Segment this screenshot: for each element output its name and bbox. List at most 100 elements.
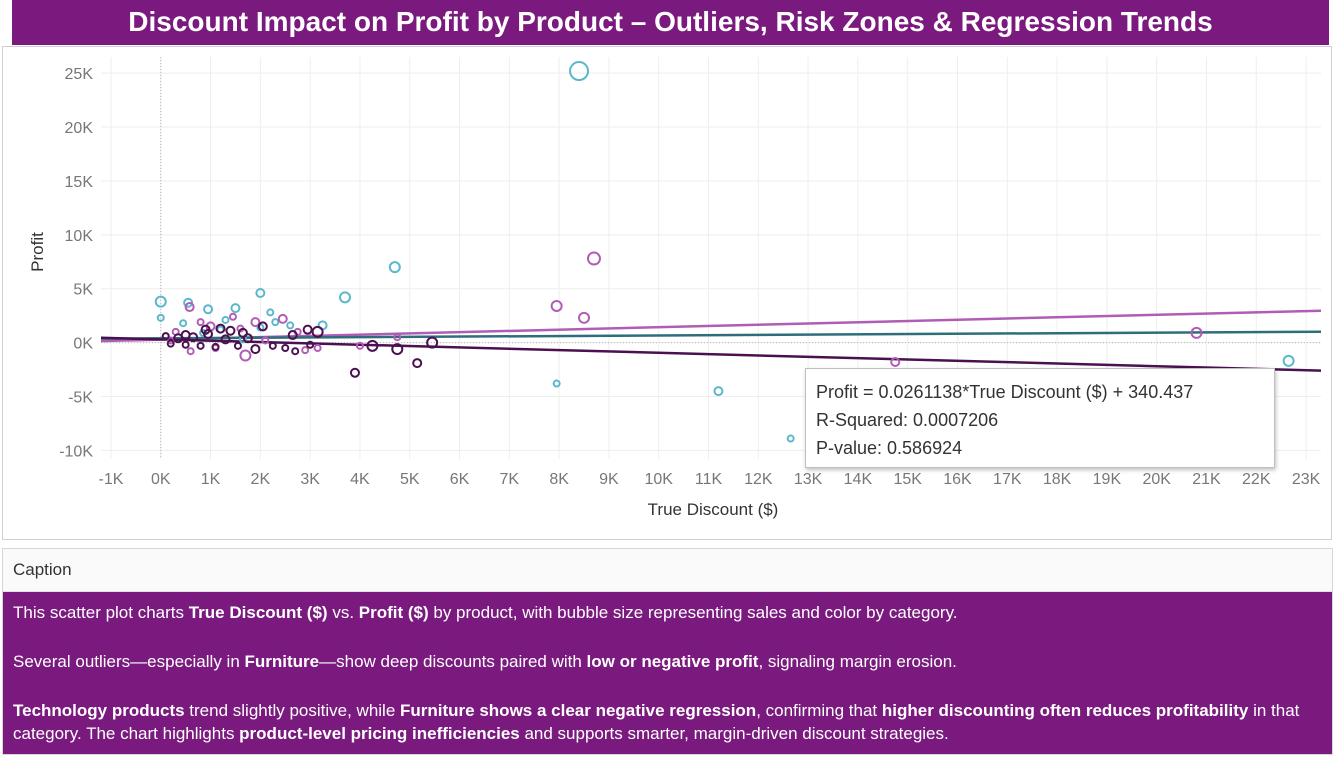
- caption-text-segment: , confirming that: [756, 701, 882, 720]
- x-tick-label: 23K: [1292, 471, 1321, 488]
- caption-text-segment: , signaling margin erosion.: [758, 652, 957, 671]
- data-point[interactable]: [221, 315, 230, 324]
- data-point[interactable]: [306, 340, 315, 349]
- data-point[interactable]: [1190, 326, 1203, 339]
- data-point[interactable]: [412, 358, 423, 369]
- data-point[interactable]: [211, 342, 220, 351]
- data-point[interactable]: [426, 336, 439, 349]
- x-tick-label: 12K: [744, 471, 773, 488]
- caption-text-segment: —show deep discounts paired with: [319, 652, 587, 671]
- data-point[interactable]: [220, 334, 231, 345]
- data-point[interactable]: [239, 349, 252, 362]
- x-tick-label: 16K: [943, 471, 972, 488]
- data-point[interactable]: [250, 344, 261, 355]
- data-point[interactable]: [237, 327, 248, 338]
- data-point[interactable]: [196, 318, 205, 327]
- data-point[interactable]: [179, 319, 188, 328]
- data-point[interactable]: [261, 336, 270, 345]
- data-point[interactable]: [339, 291, 351, 304]
- data-point[interactable]: [225, 325, 236, 336]
- data-point[interactable]: [277, 313, 288, 324]
- regression-tooltip: Profit = 0.0261138*True Discount ($) + 3…: [805, 368, 1275, 468]
- data-point[interactable]: [200, 324, 211, 335]
- data-point[interactable]: [161, 332, 170, 341]
- x-tick-label: 10K: [644, 471, 673, 488]
- data-point[interactable]: [786, 434, 795, 443]
- y-tick-labels: -10K -5K 0K 5K 10K 15K 20K 25K: [59, 66, 93, 460]
- dashboard-title: Discount Impact on Profit by Product – O…: [12, 0, 1329, 45]
- data-point[interactable]: [230, 303, 241, 314]
- data-point[interactable]: [393, 333, 402, 342]
- scatter-chart[interactable]: -1K 0K 1K 2K 3K 4K 5K 6K 7K 8K 9K 10K 11K 12K 13K 14K 15…: [3, 47, 1331, 539]
- caption-text-segment: higher discounting often reduces profita…: [881, 701, 1249, 720]
- data-point[interactable]: [271, 318, 280, 327]
- x-tick-label: 18K: [1043, 471, 1072, 488]
- data-point[interactable]: [890, 357, 901, 368]
- data-point[interactable]: [286, 321, 295, 330]
- data-points[interactable]: [154, 61, 1295, 443]
- data-point[interactable]: [355, 341, 364, 350]
- data-point[interactable]: [291, 347, 300, 356]
- caption-text-segment: This scatter plot charts: [13, 603, 189, 622]
- data-point[interactable]: [301, 346, 310, 355]
- data-point[interactable]: [184, 302, 195, 313]
- x-tick-label: 15K: [893, 471, 922, 488]
- data-point[interactable]: [713, 386, 724, 397]
- data-point[interactable]: [550, 299, 563, 312]
- x-tick-label: 13K: [794, 471, 823, 488]
- x-tick-label: 17K: [993, 471, 1022, 488]
- data-point[interactable]: [257, 321, 268, 332]
- data-point[interactable]: [391, 343, 404, 356]
- data-point[interactable]: [186, 347, 195, 356]
- data-point[interactable]: [366, 339, 379, 352]
- x-tick-label: 4K: [350, 471, 370, 488]
- data-point[interactable]: [156, 313, 165, 322]
- trend-line[interactable]: [100, 309, 1322, 343]
- tooltip-equation: Profit = 0.0261138*True Discount ($) + 3…: [816, 382, 1194, 402]
- trend-line[interactable]: [100, 330, 1322, 340]
- data-point[interactable]: [215, 323, 226, 334]
- data-point[interactable]: [313, 343, 322, 352]
- data-point[interactable]: [181, 340, 190, 349]
- data-point[interactable]: [255, 288, 266, 299]
- caption-text-segment: True Discount ($): [188, 603, 328, 622]
- data-point[interactable]: [228, 312, 237, 321]
- y-tick-label: -10K: [59, 443, 93, 460]
- x-tick-labels: -1K 0K 1K 2K 3K 4K 5K 6K 7K 8K 9K 10K 11K 12K 13K 14K 15…: [99, 471, 1321, 488]
- x-tick-label: 19K: [1093, 471, 1122, 488]
- data-point[interactable]: [154, 295, 167, 308]
- x-axis-title: True Discount ($): [648, 500, 779, 519]
- data-point[interactable]: [268, 341, 277, 350]
- data-point[interactable]: [266, 308, 275, 317]
- data-point[interactable]: [281, 343, 290, 352]
- data-point[interactable]: [349, 367, 360, 378]
- data-point[interactable]: [233, 341, 242, 350]
- x-tick-label: 6K: [450, 471, 470, 488]
- data-point[interactable]: [552, 379, 561, 388]
- scatter-chart-panel[interactable]: -1K 0K 1K 2K 3K 4K 5K 6K 7K 8K 9K 10K 11K 12K 13K 14K 15…: [2, 46, 1332, 540]
- x-tick-label: 5K: [400, 471, 420, 488]
- data-point[interactable]: [287, 330, 298, 341]
- data-point[interactable]: [166, 339, 175, 348]
- data-point[interactable]: [302, 324, 313, 335]
- caption-text-segment: in that category. The chart highlights: [13, 701, 1300, 743]
- x-tick-label: 8K: [549, 471, 569, 488]
- data-point[interactable]: [196, 341, 205, 350]
- data-point[interactable]: [1282, 354, 1295, 367]
- caption-text-segment: Furniture: [244, 652, 320, 671]
- caption-text-segment: by product, with bubble size representin…: [428, 603, 958, 622]
- data-point[interactable]: [388, 261, 401, 274]
- caption-text-segment: trend slightly positive, while: [184, 701, 401, 720]
- caption-text-segment: Several outliers—especially in: [13, 652, 245, 671]
- data-point[interactable]: [242, 333, 253, 344]
- y-tick-label: 20K: [65, 120, 94, 137]
- data-point[interactable]: [203, 304, 214, 315]
- caption-text-segment: product-level pricing inefficiencies: [239, 724, 520, 743]
- data-point[interactable]: [180, 330, 191, 341]
- data-point[interactable]: [250, 317, 261, 328]
- data-point[interactable]: [569, 61, 590, 82]
- data-point[interactable]: [578, 311, 591, 324]
- data-point[interactable]: [311, 325, 324, 338]
- data-point[interactable]: [586, 251, 601, 266]
- trend-line[interactable]: [100, 336, 1322, 372]
